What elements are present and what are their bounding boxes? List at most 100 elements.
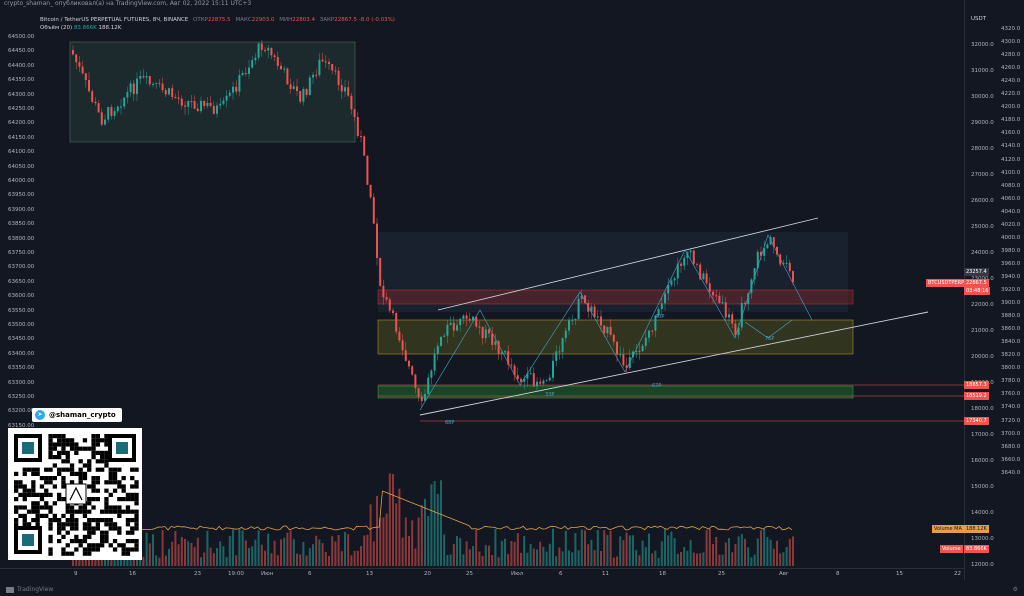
- right-axis-tick: 4080.0: [1001, 182, 1021, 189]
- candle: [376, 223, 378, 258]
- volume-bar: [536, 549, 538, 566]
- candle: [248, 67, 250, 74]
- wave-projection: [419, 234, 813, 411]
- left-axis-tick: 63400.00: [8, 350, 35, 357]
- volume-bar: [366, 534, 369, 566]
- candle: [123, 97, 126, 107]
- volume-bar: [420, 505, 423, 566]
- left-price-axis[interactable]: 64500.00 64450.00 64400.00 64350.00 64300.00…: [0, 16, 40, 443]
- candle: [120, 106, 122, 108]
- volume-bar: [433, 481, 436, 566]
- left-axis-tick: 63300.00: [8, 379, 35, 386]
- volume-bar: [580, 529, 583, 566]
- volume-bar: [555, 556, 558, 566]
- candle: [724, 302, 727, 318]
- candle: [683, 257, 686, 266]
- volume-bar: [564, 530, 567, 566]
- volume-tag-value: 83.866K: [964, 545, 989, 553]
- candle: [88, 80, 90, 92]
- candle: [315, 74, 318, 76]
- right-axis-usd-tick: 22000.0: [971, 302, 994, 308]
- volume-bar: [353, 550, 356, 566]
- candle: [529, 373, 532, 375]
- volume-bar: [321, 543, 324, 566]
- candle: [408, 360, 410, 367]
- annotation-76p: 76P: [765, 336, 774, 342]
- candle: [363, 136, 366, 156]
- candle: [94, 101, 97, 104]
- candle: [449, 322, 452, 325]
- candle: [760, 251, 762, 256]
- resistance-zone: [377, 289, 854, 305]
- right-axis-tick: 3860.0: [1001, 326, 1021, 333]
- settings-gear-icon[interactable]: ⚙: [1012, 586, 1018, 593]
- volume-bar: [734, 543, 737, 566]
- left-axis-tick: 64350.00: [8, 77, 35, 84]
- candle: [168, 88, 170, 95]
- candle: [225, 95, 228, 101]
- candle: [91, 91, 94, 102]
- candle: [568, 320, 570, 331]
- volume-bar: [481, 555, 484, 566]
- volume-bar: [155, 555, 158, 566]
- candle: [219, 103, 222, 106]
- volume-bar: [436, 493, 439, 566]
- volume-bar: [504, 538, 506, 566]
- left-axis-tick: 64500.00: [8, 34, 35, 40]
- left-axis-tick: 63350.00: [8, 365, 35, 372]
- volume-indicator-label[interactable]: Объём (20): [40, 25, 73, 31]
- candle: [372, 197, 375, 224]
- right-axis-tick: 3840.0: [1001, 339, 1021, 346]
- candle: [728, 314, 730, 318]
- right-axis-tick: 4220.0: [1001, 91, 1021, 98]
- left-axis-tick: 63250.00: [8, 394, 35, 400]
- level3-tag: 17340.7: [964, 417, 989, 425]
- volume-bar: [472, 546, 474, 566]
- volume-bar: [305, 555, 308, 566]
- volume-bar: [196, 537, 199, 566]
- volume-bar: [302, 542, 305, 566]
- candle: [142, 75, 145, 78]
- candle: [286, 68, 289, 85]
- left-axis-tick: 63200.00: [8, 408, 35, 415]
- volume-bar: [401, 537, 404, 566]
- candle: [465, 315, 468, 319]
- candle: [779, 254, 782, 265]
- candle: [651, 330, 654, 332]
- blue-zone: [378, 232, 848, 312]
- channel-lower-line[interactable]: [419, 311, 929, 416]
- candle: [763, 248, 766, 256]
- candle: [494, 341, 497, 345]
- volume-bar: [571, 552, 574, 566]
- candle: [430, 370, 433, 378]
- volume-bar: [148, 543, 151, 566]
- close-label: ЗАКР: [319, 17, 335, 23]
- candle: [347, 87, 350, 96]
- candle: [744, 302, 746, 304]
- candle: [257, 43, 260, 58]
- candle: [708, 283, 711, 292]
- volume-bar: [264, 550, 266, 566]
- price-chart[interactable]: 68P 33P 67P 76P 40P: [0, 0, 964, 568]
- right-axis-usd-tick: 29000.0: [971, 120, 994, 126]
- volume-bar: [622, 540, 625, 566]
- volume-bar: [712, 543, 714, 566]
- volume-bar: [209, 547, 212, 566]
- candle: [344, 87, 346, 92]
- candle: [584, 295, 586, 304]
- volume-bar: [587, 544, 590, 566]
- volume-bar: [241, 530, 244, 566]
- level2-tag: 18519.2: [964, 392, 989, 400]
- time-axis[interactable]: 9 16 23 19:00 Июн 6 13 20 25 Июл 6 11 18 25 Авг 8 15 22: [0, 568, 964, 581]
- right-axis-tick: 3760.0: [1001, 391, 1021, 398]
- volume-bar: [532, 548, 535, 566]
- symbol-title[interactable]: Bitcoin / TetherUS PERPETUAL FUTURES, 8Ч…: [40, 17, 189, 23]
- volume-bar: [225, 557, 228, 566]
- telegram-badge[interactable]: ➤ @shaman_crypto: [32, 408, 122, 422]
- volume-bar: [702, 552, 705, 566]
- volume-bar: [484, 545, 487, 566]
- volume-bar: [584, 530, 586, 566]
- volume-bar: [494, 528, 497, 566]
- open-value: 22875.5: [207, 17, 231, 23]
- channel-upper-line[interactable]: [437, 217, 819, 311]
